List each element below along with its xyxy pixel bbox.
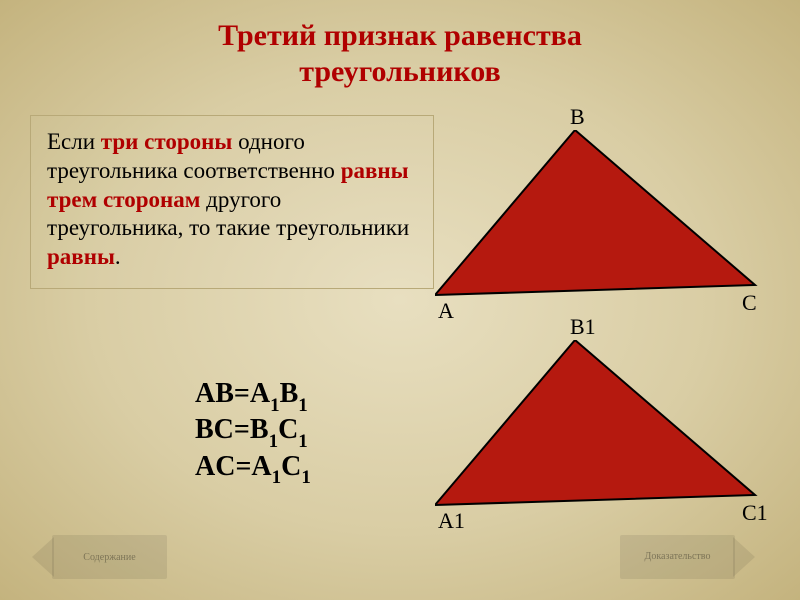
triangle-svg-1: [435, 130, 765, 305]
page-title: Третий признак равенства треугольников: [0, 0, 800, 90]
arrow-right-icon: [733, 537, 755, 577]
vertex-label-C: C: [742, 290, 757, 316]
triangle-shape-2: [435, 340, 755, 505]
theorem-box: Если три стороны одного треугольника соо…: [30, 115, 434, 289]
triangle-shape-1: [435, 130, 755, 295]
equations-block: AB=A1B1BC=B1C1AC=A1C1: [195, 378, 311, 487]
theorem-text: Если три стороны одного треугольника соо…: [47, 129, 409, 269]
vertex-label-A: A: [438, 298, 454, 324]
triangle-diagram-1: [435, 130, 765, 305]
title-line2: треугольников: [299, 55, 500, 88]
vertex-label-C1: C1: [742, 500, 768, 526]
contents-button[interactable]: Содержание: [52, 535, 167, 579]
triangle-diagram-2: [435, 340, 765, 515]
vertex-label-A1: A1: [438, 508, 465, 534]
title-line1: Третий признак равенства: [218, 19, 582, 52]
contents-label: Содержание: [83, 552, 135, 563]
proof-label: Доказательство: [645, 552, 711, 563]
proof-button[interactable]: Доказательство: [620, 535, 735, 579]
vertex-label-B: B: [570, 104, 585, 130]
vertex-label-B1: B1: [570, 314, 596, 340]
triangle-svg-2: [435, 340, 765, 515]
arrow-left-icon: [32, 537, 54, 577]
